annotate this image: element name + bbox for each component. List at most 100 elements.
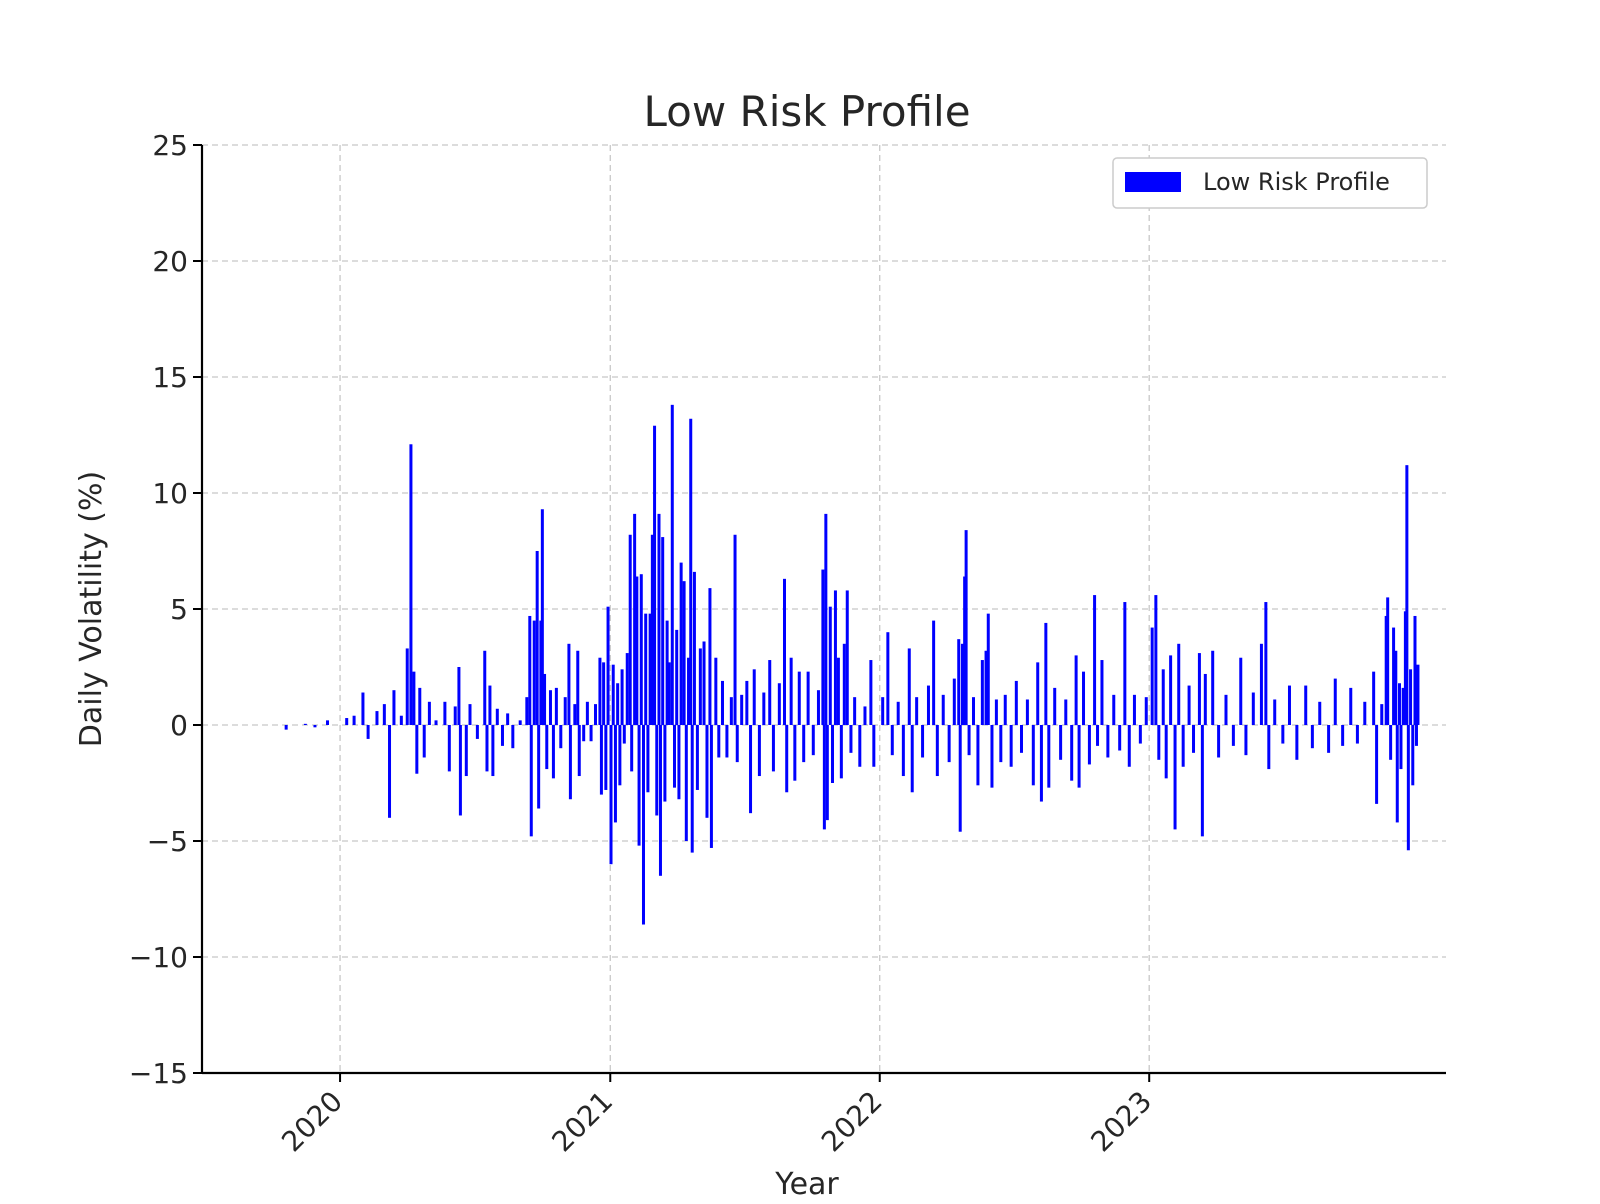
volatility-bar — [964, 530, 968, 725]
volatility-bar — [941, 694, 945, 725]
volatility-bar — [366, 725, 370, 739]
volatility-bar — [405, 648, 409, 725]
volatility-bar — [1106, 725, 1110, 758]
volatility-bar — [1310, 725, 1314, 749]
y-tick-label: 25 — [152, 129, 188, 162]
volatility-bar — [1150, 627, 1154, 725]
volatility-bar — [665, 620, 669, 725]
volatility-bar — [485, 725, 489, 772]
volatility-bar — [789, 657, 793, 725]
volatility-bar — [1118, 725, 1122, 751]
volatility-bar — [1355, 725, 1359, 744]
volatility-bar — [545, 725, 549, 770]
volatility-bar — [967, 725, 971, 756]
volatility-bar — [1197, 653, 1201, 725]
volatility-bar — [695, 725, 699, 790]
volatility-bar — [821, 569, 825, 725]
volatility-bar — [1132, 694, 1136, 725]
volatility-bar — [326, 720, 330, 725]
volatility-bar — [604, 725, 608, 790]
volatility-bar — [1187, 685, 1191, 725]
volatility-bar — [679, 562, 683, 725]
volatility-bar — [537, 725, 541, 809]
volatility-bar — [1406, 725, 1410, 851]
volatility-bar — [947, 725, 951, 763]
volatility-bar — [1096, 725, 1100, 746]
volatility-bar — [702, 641, 706, 725]
volatility-bar — [768, 660, 772, 725]
volatility-bar — [1287, 685, 1291, 725]
volatility-bar — [984, 650, 988, 725]
volatility-bar — [1386, 597, 1390, 725]
volatility-bar — [434, 720, 438, 725]
volatility-bar — [1211, 650, 1215, 725]
volatility-bar — [1112, 694, 1116, 725]
volatility-bar — [1019, 725, 1023, 753]
volatility-bar — [932, 620, 936, 725]
volatility-bar — [548, 690, 552, 725]
volatility-bar — [1164, 725, 1168, 779]
volatility-bar — [641, 725, 645, 925]
volatility-bar — [1157, 725, 1161, 760]
volatility-bar — [554, 687, 558, 725]
y-tick-label: 0 — [170, 709, 188, 742]
volatility-bar — [609, 725, 613, 865]
volatility-bar — [551, 725, 555, 779]
volatility-bar — [568, 725, 572, 800]
volatility-bar — [749, 725, 753, 814]
volatility-bar — [495, 708, 499, 725]
volatility-bar — [733, 534, 737, 725]
y-tick-label: 20 — [152, 245, 188, 278]
volatility-bar — [399, 715, 403, 725]
volatility-bar — [690, 725, 694, 853]
volatility-bar — [567, 643, 571, 725]
volatility-bar — [1127, 725, 1131, 767]
volatility-bar — [1003, 694, 1007, 725]
volatility-bar — [976, 725, 980, 786]
volatility-bar — [1224, 694, 1228, 725]
volatility-bar — [825, 725, 829, 821]
volatility-bar — [1392, 627, 1396, 725]
volatility-bar — [915, 697, 919, 725]
volatility-bar — [303, 723, 307, 725]
volatility-bar — [491, 725, 495, 777]
volatility-bar — [412, 671, 416, 725]
volatility-bar — [1100, 660, 1104, 725]
volatility-bar — [1181, 725, 1185, 767]
volatility-bar — [1327, 725, 1331, 753]
volatility-bar — [935, 725, 939, 777]
volatility-bar — [960, 643, 964, 725]
volatility-bar — [639, 574, 643, 725]
volatility-bar — [653, 425, 657, 725]
volatility-bar — [655, 725, 659, 816]
volatility-bar — [1025, 699, 1029, 725]
volatility-bar — [1070, 725, 1074, 781]
volatility-bar — [833, 590, 837, 725]
volatility-bar — [625, 653, 629, 725]
volatility-bar — [518, 720, 522, 725]
volatility-bar — [980, 660, 984, 725]
volatility-bar — [457, 667, 461, 725]
volatility-bar — [598, 657, 602, 725]
volatility-bar — [657, 513, 661, 725]
volatility-bar — [1044, 622, 1048, 725]
volatility-bar — [858, 725, 862, 767]
volatility-bar — [1341, 725, 1345, 746]
volatility-bar — [661, 537, 665, 725]
volatility-bar — [921, 725, 925, 758]
volatility-bar — [926, 685, 930, 725]
volatility-bar — [907, 648, 911, 725]
volatility-bar — [705, 725, 709, 818]
volatility-bar — [1173, 725, 1177, 830]
volatility-bar — [582, 725, 586, 742]
volatility-bar — [637, 725, 641, 846]
volatility-bar — [1169, 655, 1173, 725]
volatility-bar — [783, 578, 786, 725]
volatility-bar — [630, 725, 634, 772]
volatility-bar — [1380, 704, 1384, 725]
volatility-bar — [1375, 725, 1379, 804]
volatility-bar — [687, 657, 691, 725]
volatility-bar — [720, 680, 724, 725]
volatility-bar — [1405, 465, 1409, 725]
y-tick-label: 5 — [170, 593, 188, 626]
